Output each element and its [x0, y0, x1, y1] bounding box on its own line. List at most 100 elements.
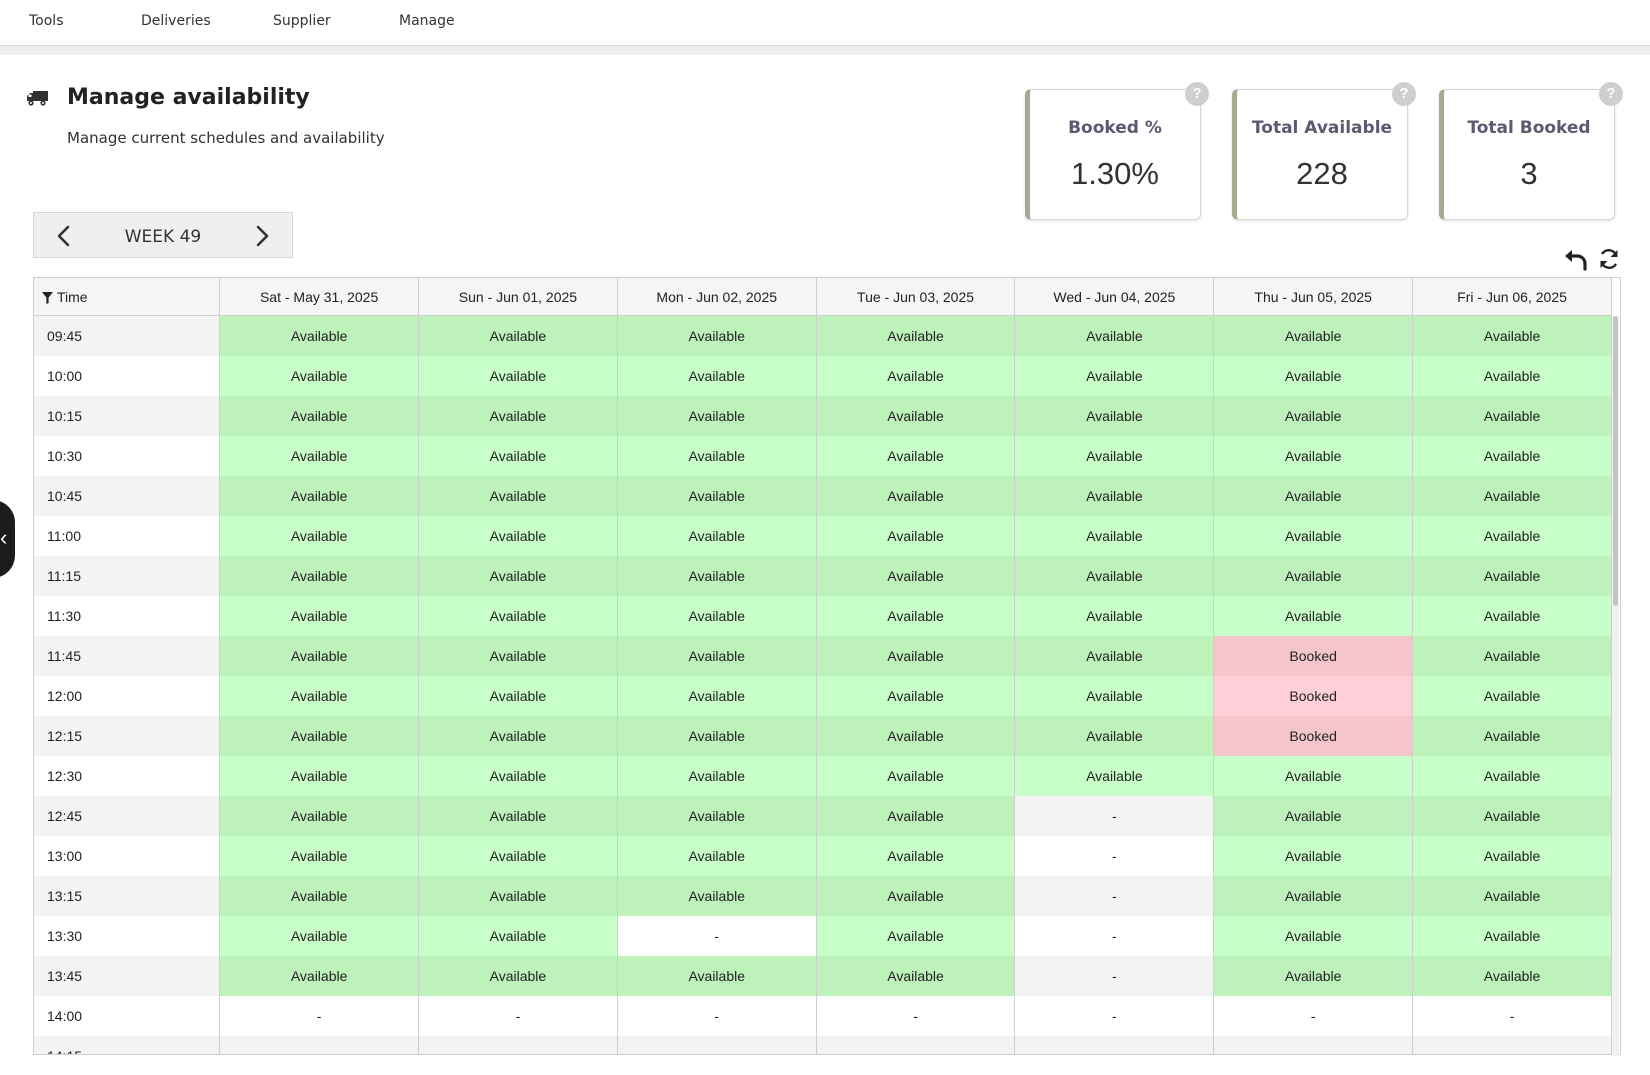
slot-cell-booked[interactable]: Booked [1213, 715, 1414, 756]
chevron-right-icon[interactable] [247, 221, 277, 251]
slot-cell-available[interactable]: Available [219, 475, 420, 516]
slot-cell-available[interactable]: Available [1412, 675, 1612, 716]
slot-cell-available[interactable]: Available [1014, 475, 1215, 516]
slot-cell-available[interactable]: Available [617, 555, 817, 596]
nav-tools[interactable]: Tools [29, 13, 64, 29]
help-icon[interactable]: ? [1392, 82, 1416, 106]
slot-cell-available[interactable]: Available [1014, 395, 1215, 436]
slot-cell-available[interactable]: Available [1014, 715, 1215, 756]
slot-cell-available[interactable]: Available [1213, 555, 1414, 596]
slot-cell-available[interactable]: Available [1412, 955, 1612, 996]
slot-cell-available[interactable]: Available [1412, 355, 1612, 396]
slot-cell-available[interactable]: Available [1412, 715, 1612, 756]
column-header-day[interactable]: Thu - Jun 05, 2025 [1213, 278, 1414, 316]
slot-cell-available[interactable]: Available [1213, 755, 1414, 796]
nav-supplier[interactable]: Supplier [273, 13, 331, 29]
slot-cell-available[interactable]: Available [219, 555, 420, 596]
slot-cell-booked[interactable]: Booked [1213, 675, 1414, 716]
slot-cell-available[interactable]: Available [1213, 595, 1414, 636]
slot-cell-available[interactable]: Available [1014, 555, 1215, 596]
slot-cell-available[interactable]: Available [418, 315, 618, 356]
slot-cell-available[interactable]: Available [1412, 515, 1612, 556]
slot-cell-available[interactable]: Available [617, 635, 817, 676]
column-header-day[interactable]: Sun - Jun 01, 2025 [418, 278, 618, 316]
slot-cell-available[interactable]: Available [1412, 435, 1612, 476]
undo-icon[interactable] [1562, 246, 1588, 272]
slot-cell-available[interactable]: Available [219, 915, 420, 956]
slot-cell-available[interactable]: Available [1412, 875, 1612, 916]
slot-cell-available[interactable]: Available [418, 515, 618, 556]
slot-cell-available[interactable]: Available [418, 915, 618, 956]
slot-cell-available[interactable]: Available [219, 635, 420, 676]
slot-cell-available[interactable]: Available [418, 835, 618, 876]
chevron-left-icon[interactable] [49, 221, 79, 251]
slot-cell-available[interactable]: Available [617, 955, 817, 996]
slot-cell-available[interactable]: Available [418, 795, 618, 836]
slot-cell-available[interactable]: Available [1014, 355, 1215, 396]
slot-cell-available[interactable]: Available [617, 675, 817, 716]
slot-cell-available[interactable]: Available [816, 555, 1016, 596]
slot-cell-available[interactable]: Available [1213, 835, 1414, 876]
slot-cell-available[interactable]: Available [1014, 635, 1215, 676]
refresh-icon[interactable] [1597, 247, 1621, 271]
column-header-day[interactable]: Tue - Jun 03, 2025 [816, 278, 1016, 316]
slot-cell-available[interactable]: Available [418, 875, 618, 916]
slot-cell-available[interactable]: Available [418, 555, 618, 596]
slot-cell-available[interactable]: Available [418, 435, 618, 476]
slot-cell-available[interactable]: Available [1213, 875, 1414, 916]
slot-cell-available[interactable]: Available [1014, 755, 1215, 796]
filter-icon[interactable] [42, 291, 53, 304]
slot-cell-available[interactable]: Available [219, 595, 420, 636]
slot-cell-available[interactable]: Available [816, 955, 1016, 996]
column-header-day[interactable]: Wed - Jun 04, 2025 [1014, 278, 1215, 316]
slot-cell-available[interactable]: Available [816, 755, 1016, 796]
slot-cell-available[interactable]: Available [816, 475, 1016, 516]
slot-cell-available[interactable]: Available [816, 315, 1016, 356]
slot-cell-available[interactable]: Available [418, 955, 618, 996]
slot-cell-available[interactable]: Available [617, 795, 817, 836]
slot-cell-available[interactable]: Available [1213, 915, 1414, 956]
slot-cell-available[interactable]: Available [1213, 795, 1414, 836]
nav-deliveries[interactable]: Deliveries [141, 13, 211, 29]
slot-cell-available[interactable]: Available [816, 675, 1016, 716]
slot-cell-available[interactable]: Available [1014, 595, 1215, 636]
slot-cell-available[interactable]: Available [1213, 395, 1414, 436]
slot-cell-available[interactable]: Available [816, 435, 1016, 476]
slot-cell-available[interactable]: Available [1412, 315, 1612, 356]
slot-cell-available[interactable]: Available [816, 395, 1016, 436]
slot-cell-available[interactable]: Available [1412, 395, 1612, 436]
slot-cell-available[interactable]: Available [1213, 435, 1414, 476]
nav-manage[interactable]: Manage [399, 13, 455, 29]
slot-cell-available[interactable]: Available [418, 355, 618, 396]
column-header-time[interactable]: Time [34, 278, 221, 316]
slot-cell-available[interactable]: Available [219, 955, 420, 996]
column-header-day[interactable]: Sat - May 31, 2025 [219, 278, 420, 316]
slot-cell-available[interactable]: Available [418, 675, 618, 716]
slot-cell-booked[interactable]: Booked [1213, 635, 1414, 676]
slot-cell-available[interactable]: Available [1412, 915, 1612, 956]
slot-cell-available[interactable]: Available [816, 795, 1016, 836]
vertical-scrollbar[interactable] [1612, 316, 1619, 1056]
help-icon[interactable]: ? [1599, 82, 1623, 106]
slot-cell-available[interactable]: Available [617, 875, 817, 916]
slot-cell-available[interactable]: Available [219, 715, 420, 756]
slot-cell-available[interactable]: Available [617, 475, 817, 516]
scrollbar-thumb[interactable] [1613, 316, 1618, 606]
slot-cell-available[interactable]: Available [1412, 755, 1612, 796]
sidebar-toggle-button[interactable]: ‹ [0, 500, 15, 578]
slot-cell-available[interactable]: Available [219, 795, 420, 836]
slot-cell-available[interactable]: Available [219, 755, 420, 796]
help-icon[interactable]: ? [1185, 82, 1209, 106]
slot-cell-available[interactable]: Available [617, 835, 817, 876]
slot-cell-available[interactable]: Available [816, 635, 1016, 676]
slot-cell-available[interactable]: Available [219, 835, 420, 876]
slot-cell-available[interactable]: Available [1213, 515, 1414, 556]
slot-cell-available[interactable]: Available [219, 875, 420, 916]
slot-cell-available[interactable]: Available [418, 475, 618, 516]
slot-cell-available[interactable]: Available [418, 755, 618, 796]
slot-cell-available[interactable]: Available [1014, 315, 1215, 356]
slot-cell-available[interactable]: Available [418, 595, 618, 636]
slot-cell-available[interactable]: Available [1412, 635, 1612, 676]
slot-cell-available[interactable]: Available [1213, 955, 1414, 996]
slot-cell-available[interactable]: Available [617, 435, 817, 476]
